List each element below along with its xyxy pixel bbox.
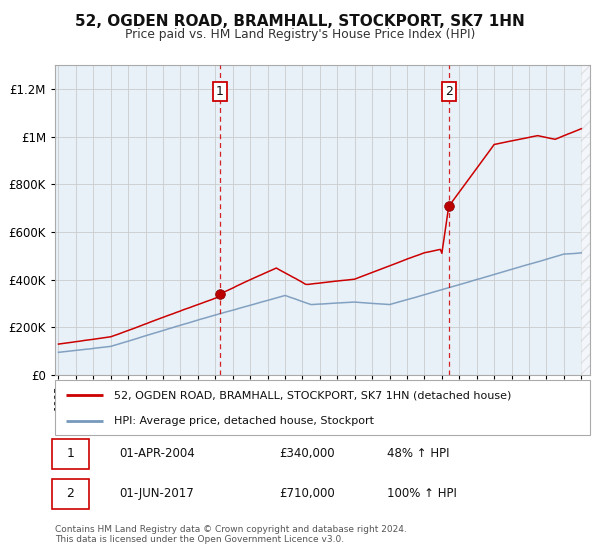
Text: 1: 1 — [216, 85, 224, 98]
Text: £710,000: £710,000 — [280, 487, 335, 500]
FancyBboxPatch shape — [55, 380, 590, 435]
Text: 48% ↑ HPI: 48% ↑ HPI — [387, 447, 449, 460]
Text: 2: 2 — [445, 85, 453, 98]
Text: 1: 1 — [67, 447, 74, 460]
FancyBboxPatch shape — [52, 478, 89, 508]
Text: Contains HM Land Registry data © Crown copyright and database right 2024.
This d: Contains HM Land Registry data © Crown c… — [55, 525, 407, 544]
Text: 01-APR-2004: 01-APR-2004 — [119, 447, 195, 460]
Text: Price paid vs. HM Land Registry's House Price Index (HPI): Price paid vs. HM Land Registry's House … — [125, 28, 475, 41]
Text: £340,000: £340,000 — [280, 447, 335, 460]
Text: 2: 2 — [67, 487, 74, 500]
Text: 100% ↑ HPI: 100% ↑ HPI — [387, 487, 457, 500]
Text: 52, OGDEN ROAD, BRAMHALL, STOCKPORT, SK7 1HN: 52, OGDEN ROAD, BRAMHALL, STOCKPORT, SK7… — [75, 14, 525, 29]
Text: 52, OGDEN ROAD, BRAMHALL, STOCKPORT, SK7 1HN (detached house): 52, OGDEN ROAD, BRAMHALL, STOCKPORT, SK7… — [114, 390, 511, 400]
FancyBboxPatch shape — [52, 438, 89, 469]
Text: 01-JUN-2017: 01-JUN-2017 — [119, 487, 194, 500]
Text: HPI: Average price, detached house, Stockport: HPI: Average price, detached house, Stoc… — [114, 416, 374, 426]
